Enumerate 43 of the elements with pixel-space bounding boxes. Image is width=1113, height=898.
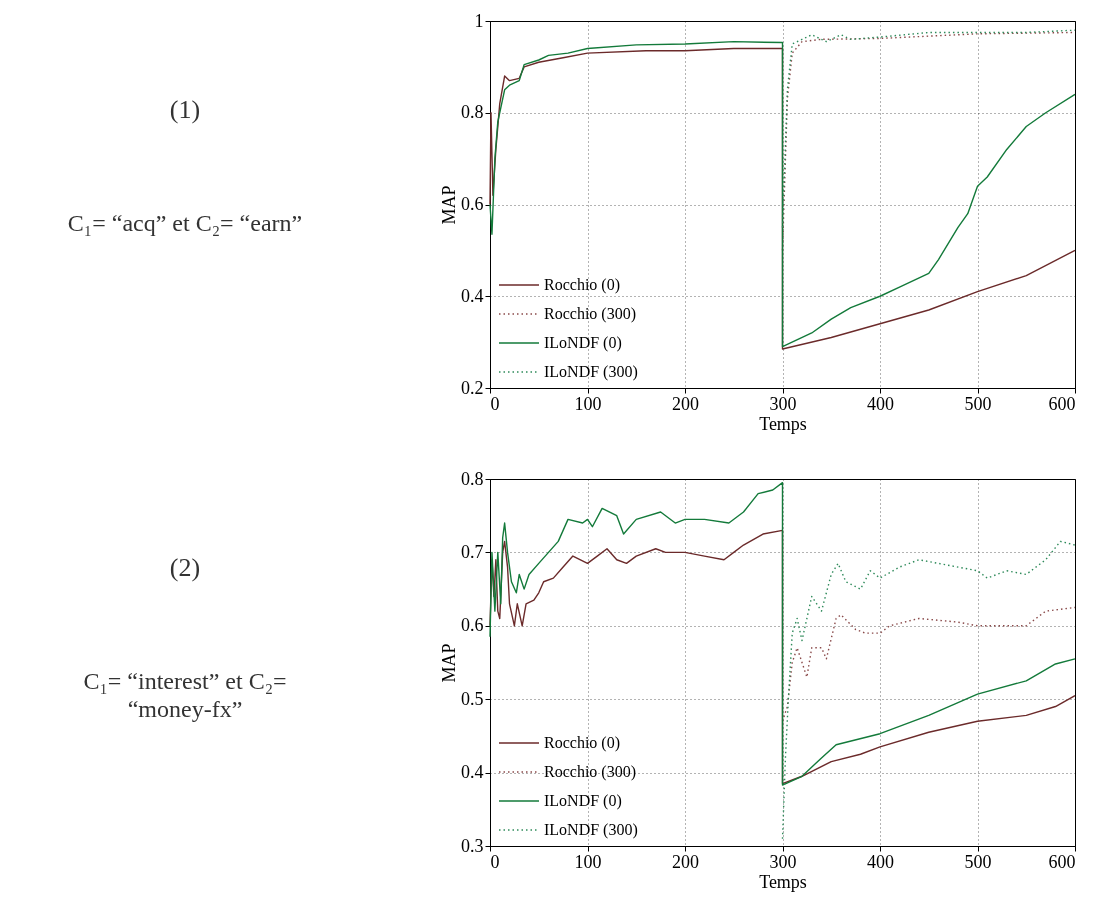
legend-label: ILoNDF (300) [544, 363, 638, 381]
x-tick-label: 300 [769, 851, 797, 872]
x-tick-label: 500 [964, 851, 992, 872]
y-tick-label: 0.4 [461, 762, 484, 783]
x-tick-label: 0 [490, 393, 500, 414]
x-tick-label: 100 [574, 851, 602, 872]
legend-label: ILoNDF (0) [544, 792, 622, 810]
line-series [781, 540, 1076, 840]
text: (2) [169, 553, 201, 582]
x-axis-title: Temps [759, 871, 807, 892]
line-series [489, 481, 1076, 786]
x-tick-label: 300 [769, 393, 797, 414]
x-tick-label: 500 [964, 393, 992, 414]
y-tick-label: 0.6 [461, 194, 484, 214]
x-tick-label: 400 [867, 851, 894, 872]
x-tick-label: 100 [574, 393, 602, 414]
text: C₁= “acq” et C₂= “earn” [67, 210, 303, 236]
x-tick-label: 400 [867, 393, 894, 414]
y-axis-title: MAP [439, 643, 459, 683]
x-axis-title: Temps [759, 413, 807, 434]
y-tick-label: 1 [474, 10, 484, 31]
y-tick-label: 0.8 [461, 468, 484, 489]
legend-label: Rocchio (300) [544, 305, 636, 323]
y-tick-label: 0.7 [461, 541, 484, 562]
x-tick-label: 200 [672, 393, 699, 414]
y-tick-label: 0.8 [461, 102, 484, 123]
legend-label: Rocchio (0) [544, 734, 620, 752]
y-tick-label: 0.6 [461, 615, 484, 636]
x-tick-label: 600 [1048, 851, 1076, 872]
legend-label: Rocchio (0) [544, 276, 620, 294]
y-tick-label: 0.3 [461, 835, 484, 856]
text: (1) [169, 95, 201, 124]
text: C₁= “interest” et C₂= “money-fx” [83, 668, 287, 722]
x-tick-label: 0 [490, 851, 500, 872]
legend-label: ILoNDF (300) [544, 821, 638, 839]
y-tick-label: 0.2 [461, 377, 484, 398]
x-tick-label: 200 [672, 851, 699, 872]
legend-label: ILoNDF (0) [544, 334, 622, 352]
y-tick-label: 0.4 [461, 285, 484, 306]
x-tick-label: 600 [1048, 393, 1076, 414]
y-axis-title: MAP [439, 185, 459, 225]
y-tick-label: 0.5 [461, 688, 484, 709]
legend-label: Rocchio (300) [544, 763, 636, 781]
